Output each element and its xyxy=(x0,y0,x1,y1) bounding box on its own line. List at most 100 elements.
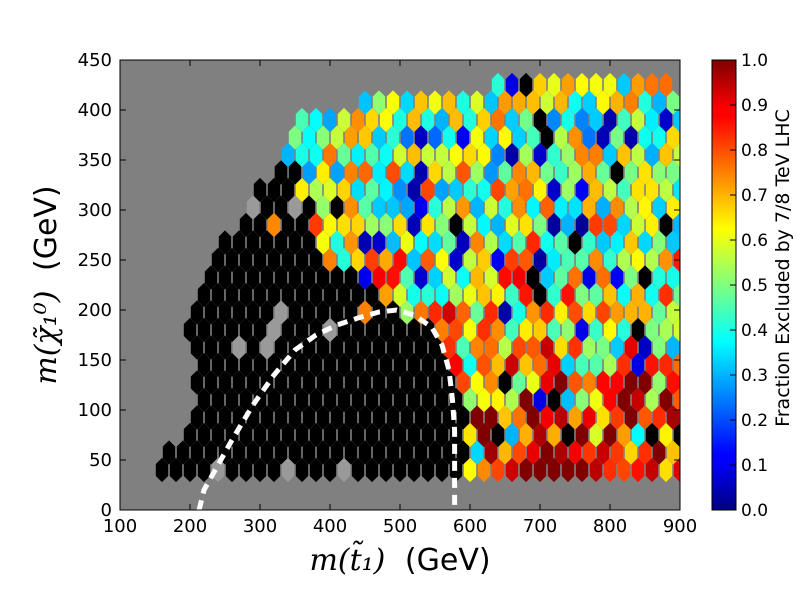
hexbin-cell xyxy=(596,300,610,325)
hexbin-cell xyxy=(561,422,575,448)
hexbin-cell xyxy=(505,247,519,273)
hexbin-cell xyxy=(638,160,652,185)
hexbin-cell-excluded xyxy=(197,422,211,448)
hexbin-cell xyxy=(652,90,666,115)
hexbin-cell xyxy=(603,212,617,238)
hexbin-cell xyxy=(414,230,428,255)
hexbin-cell xyxy=(372,125,386,150)
hexbin-cell xyxy=(498,265,512,290)
hexbin-cell-excluded xyxy=(365,457,379,483)
hexbin-cell xyxy=(624,335,638,360)
hexbin-cell xyxy=(575,422,589,448)
hexbin-cell-excluded xyxy=(253,352,267,378)
hexbin-cell-excluded xyxy=(330,300,344,325)
hexbin-cell-excluded xyxy=(190,440,204,465)
hexbin-cell-excluded xyxy=(435,457,449,483)
hexbin-cell xyxy=(309,177,323,203)
hexbin-cell xyxy=(603,352,617,378)
hexbin-cell xyxy=(512,405,526,430)
hexbin-cell xyxy=(470,195,484,220)
hexbin-cell-excluded xyxy=(351,282,365,308)
hexbin-cell xyxy=(428,300,442,325)
hexbin-cell xyxy=(533,212,547,238)
hexbin-cell xyxy=(456,195,470,220)
hexbin-cell xyxy=(421,107,435,133)
colorbar-tick-label: 0.2 xyxy=(741,411,768,431)
colorbar-tick-label: 0.0 xyxy=(741,501,768,521)
hexbin-cell xyxy=(575,142,589,168)
hexbin-cell xyxy=(582,300,596,325)
hexbin-cell xyxy=(491,142,505,168)
hexbin-cell xyxy=(645,422,659,448)
hexbin-cell-excluded xyxy=(190,405,204,430)
x-tick-label: 200 xyxy=(173,516,207,537)
hexbin-cell-excluded xyxy=(358,440,372,465)
hexbin-cell xyxy=(512,230,526,255)
hexbin-cell xyxy=(386,195,400,220)
hexbin-cell-excluded xyxy=(344,265,358,290)
hexbin-cell xyxy=(582,440,596,465)
hexbin-cell-excluded xyxy=(428,405,442,430)
hexbin-cell xyxy=(470,265,484,290)
hexbin-cell xyxy=(519,142,533,168)
hexbin-cell xyxy=(624,370,638,395)
hexbin-cell-excluded xyxy=(365,282,379,308)
hexbin-cell-excluded xyxy=(267,387,281,413)
hexbin-cell xyxy=(603,142,617,168)
hexbin-cell-excluded xyxy=(323,457,337,483)
hexbin-cell-excluded xyxy=(253,317,267,343)
hexbin-cell xyxy=(575,107,589,133)
hexbin-cell xyxy=(603,72,617,98)
hexbin-cell-excluded xyxy=(274,230,288,255)
x-tick-label: 700 xyxy=(523,516,557,537)
hexbin-cell-excluded xyxy=(211,282,225,308)
hexbin-cell-excluded xyxy=(337,282,351,308)
hexbin-cell-excluded xyxy=(232,440,246,465)
hexbin-cell-excluded xyxy=(218,230,232,255)
hexbin-cell xyxy=(624,90,638,115)
hexbin-cell xyxy=(554,160,568,185)
hexbin-cell xyxy=(400,125,414,150)
hexbin-cell-excluded xyxy=(218,265,232,290)
hexbin-cell xyxy=(400,195,414,220)
hexbin-cell xyxy=(659,177,673,203)
hexbin-cell xyxy=(596,230,610,255)
hexbin-cell xyxy=(414,90,428,115)
hexbin-cell xyxy=(589,72,603,98)
hexbin-cell xyxy=(281,142,295,168)
hexbin-cell-excluded xyxy=(337,352,351,378)
hexbin-cell xyxy=(561,317,575,343)
hexbin-cell-excluded xyxy=(302,335,316,360)
hexbin-cell xyxy=(666,90,680,115)
hexbin-cell xyxy=(659,422,673,448)
hexbin-cell xyxy=(372,230,386,255)
hexbin-cell-excluded xyxy=(267,282,281,308)
hexbin-cell xyxy=(365,107,379,133)
colorbar-ticks: 0.0 0.1 0.2 0.3 0.4 0.5 0.6 0.7 0.8 0.9 1.0 xyxy=(730,51,768,521)
hexbin-cell xyxy=(386,265,400,290)
hexbin-cell xyxy=(547,72,561,98)
hexbin-cell xyxy=(456,90,470,115)
hexbin-cell-excluded xyxy=(330,370,344,395)
hexbin-cell xyxy=(344,195,358,220)
colorbar-tick-label: 0.6 xyxy=(741,231,768,251)
hexbin-cell-excluded xyxy=(253,282,267,308)
hexbin-cell xyxy=(512,265,526,290)
hexbin-cell xyxy=(631,317,645,343)
hexbin-cell xyxy=(540,230,554,255)
hexbin-cell xyxy=(673,422,680,448)
hexbin-cell xyxy=(512,335,526,360)
hexbin-cell-excluded xyxy=(386,335,400,360)
hexbin-cell xyxy=(519,247,533,273)
hexbin-cell xyxy=(386,160,400,185)
hexbin-cell-excluded xyxy=(295,352,309,378)
hexbin-cell-excluded xyxy=(351,387,365,413)
y-tick-label: 200 xyxy=(78,300,112,321)
hexbin-cell xyxy=(533,142,547,168)
hexbin-cell xyxy=(575,177,589,203)
hexbin-cell xyxy=(421,142,435,168)
hexbin-cell xyxy=(519,317,533,343)
hexbin-cell xyxy=(505,212,519,238)
hexbin-cell xyxy=(323,212,337,238)
hexbin-cell xyxy=(477,212,491,238)
